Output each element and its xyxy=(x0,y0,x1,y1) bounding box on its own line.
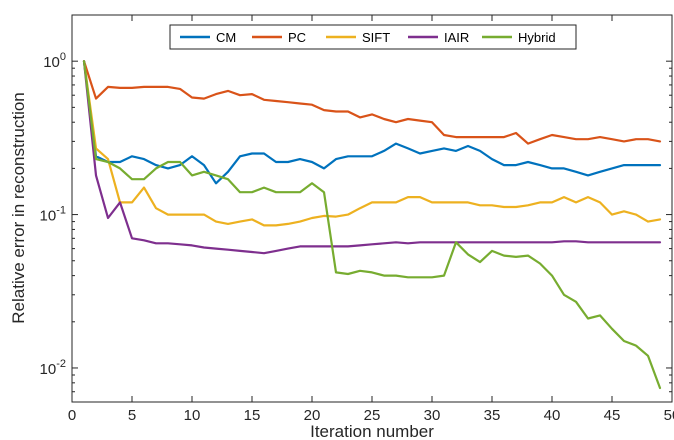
y-tick-base: 10 xyxy=(43,54,60,71)
series-line-iair xyxy=(82,60,662,255)
y-tick-base: 10 xyxy=(40,208,57,225)
legend-label-sift: SIFT xyxy=(362,30,390,45)
legend-label-hybrid: Hybrid xyxy=(518,30,556,45)
x-tick-label: 25 xyxy=(364,407,381,424)
x-tick-label: 15 xyxy=(244,407,261,424)
y-tick-exponent: -2 xyxy=(56,358,66,370)
legend-label-iair: IAIR xyxy=(444,30,469,45)
legend: CM PC SIFT IAIR Hybrid xyxy=(169,24,577,50)
series-line-sift xyxy=(82,60,662,227)
y-tick-label: 10-1 xyxy=(40,205,66,225)
x-tick-label: 50 xyxy=(664,407,674,424)
series-line-hybrid xyxy=(82,60,662,390)
series-line-pc xyxy=(82,60,662,145)
y-tick-label: 100 xyxy=(43,51,66,71)
x-tick-label: 0 xyxy=(68,407,76,424)
series-line-cm xyxy=(82,60,662,185)
y-tick-exponent: 0 xyxy=(60,51,66,63)
legend-label-cm: CM xyxy=(216,30,236,45)
x-tick-label: 10 xyxy=(184,407,201,424)
x-axis: 0 5 10 15 20 25 30 35 40 45 50 xyxy=(68,15,674,424)
y-tick-exponent: -1 xyxy=(56,205,66,217)
x-tick-label: 20 xyxy=(304,407,321,424)
x-axis-label: Iteration number xyxy=(310,422,434,440)
plot-area xyxy=(72,15,672,402)
legend-label-pc: PC xyxy=(288,30,306,45)
x-tick-label: 35 xyxy=(484,407,501,424)
y-axis-label: Relative error in reconstruction xyxy=(9,92,28,323)
series-layer xyxy=(82,60,662,390)
y-tick-label: 10-2 xyxy=(40,358,66,378)
x-tick-label: 5 xyxy=(128,407,136,424)
x-tick-label: 45 xyxy=(604,407,621,424)
y-tick-base: 10 xyxy=(40,361,57,378)
x-tick-label: 30 xyxy=(424,407,441,424)
x-tick-label: 40 xyxy=(544,407,561,424)
